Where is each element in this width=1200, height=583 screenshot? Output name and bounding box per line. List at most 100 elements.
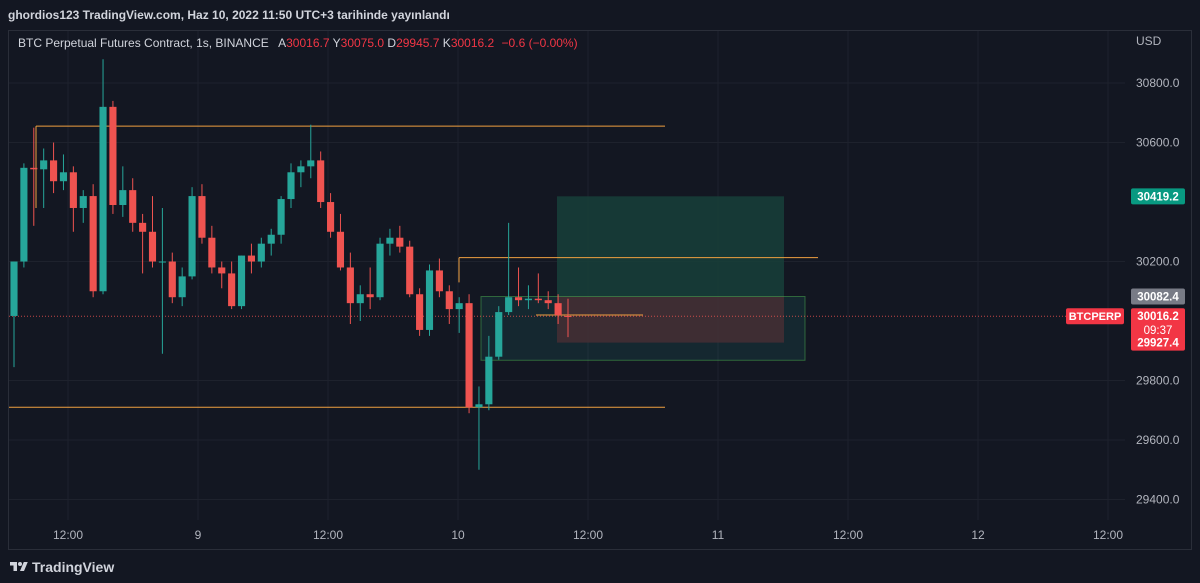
- candle-body[interactable]: [554, 303, 562, 316]
- time-tick-label: 10: [451, 528, 465, 542]
- symbol-legend: BTC Perpetual Futures Contract, 1s, BINA…: [18, 36, 578, 50]
- tradingview-logo-icon: [10, 562, 28, 571]
- candle-body[interactable]: [109, 106, 117, 206]
- candle-body[interactable]: [168, 261, 176, 298]
- low-value: 29945.7: [396, 36, 440, 50]
- time-tick-label: 12: [971, 528, 985, 542]
- tradingview-logo[interactable]: TradingView: [10, 558, 114, 576]
- candle-body[interactable]: [79, 196, 87, 208]
- candle-body[interactable]: [564, 316, 572, 318]
- price-tick-label: 29400.0: [1136, 492, 1180, 506]
- candle-body[interactable]: [277, 199, 285, 235]
- price-tick-label: 29600.0: [1136, 433, 1180, 447]
- candle-body[interactable]: [346, 267, 354, 304]
- high-label: Y: [332, 36, 341, 50]
- candle-body[interactable]: [237, 255, 246, 307]
- candle-body[interactable]: [386, 237, 394, 244]
- countdown-label: 09:37: [1144, 325, 1173, 337]
- close-value: 30016.2: [450, 36, 495, 50]
- candle-body[interactable]: [356, 294, 364, 304]
- candle-body[interactable]: [307, 160, 315, 167]
- candle-body[interactable]: [366, 294, 374, 298]
- candle-body[interactable]: [336, 231, 345, 268]
- candle-body[interactable]: [40, 160, 48, 170]
- candle-body[interactable]: [376, 243, 384, 298]
- footer: [0, 550, 1200, 583]
- time-tick-label: 12:00: [573, 528, 603, 542]
- candle-body[interactable]: [544, 300, 552, 304]
- candle-body[interactable]: [247, 255, 255, 262]
- candle-body[interactable]: [50, 160, 58, 182]
- time-tick-label: 12:00: [53, 528, 83, 542]
- current-price-bg: [1131, 308, 1185, 339]
- candle-body[interactable]: [445, 291, 453, 310]
- candle-body[interactable]: [455, 303, 463, 310]
- position-zones: [480, 196, 806, 361]
- time-tick-label: 12:00: [1093, 528, 1123, 542]
- symbol-tag-bg: [1066, 308, 1124, 325]
- candle-body[interactable]: [148, 231, 157, 262]
- candle-body[interactable]: [20, 167, 28, 262]
- candle-body[interactable]: [416, 294, 424, 330]
- publish-info: ghordios123 TradingView.com, Haz 10, 202…: [0, 0, 1200, 30]
- candle-body[interactable]: [396, 237, 404, 247]
- candle-body[interactable]: [406, 246, 414, 295]
- candle-body[interactable]: [485, 356, 493, 405]
- candle-body[interactable]: [158, 261, 166, 263]
- candle-body[interactable]: [435, 270, 443, 292]
- candle-body[interactable]: [129, 190, 137, 223]
- candle-body[interactable]: [297, 166, 305, 173]
- candle-body[interactable]: [228, 273, 236, 307]
- candle-body[interactable]: [267, 234, 275, 244]
- candle-body[interactable]: [178, 276, 186, 298]
- stop-price-label-bg: [1131, 334, 1185, 351]
- symbol-tag: BTCPERP: [1069, 311, 1122, 323]
- candle-body[interactable]: [188, 196, 196, 277]
- candle-body[interactable]: [287, 172, 295, 200]
- candle-body[interactable]: [59, 172, 68, 182]
- entry-price-label: 30082.4: [1137, 291, 1179, 303]
- candle-body[interactable]: [524, 298, 532, 301]
- symbol-name: BTC Perpetual Futures Contract, 1s, BINA…: [18, 36, 269, 50]
- candle-body[interactable]: [534, 298, 542, 301]
- currency-label: USD: [1136, 34, 1162, 48]
- highlight-box[interactable]: [480, 295, 806, 361]
- candle-body[interactable]: [139, 222, 147, 232]
- candle-body[interactable]: [89, 196, 97, 292]
- change-value: −0.6 (−0.00%): [501, 36, 578, 50]
- candle-body[interactable]: [10, 261, 18, 316]
- target-zone[interactable]: [557, 196, 784, 297]
- candle-body[interactable]: [69, 172, 77, 208]
- price-tick-label: 30200.0: [1136, 255, 1180, 269]
- time-tick-label: 9: [195, 528, 202, 542]
- candle-body[interactable]: [495, 312, 503, 357]
- candle-body[interactable]: [218, 267, 226, 274]
- candle-body[interactable]: [208, 237, 216, 268]
- open-value: 30016.7: [286, 36, 330, 50]
- target-price-label: 30419.2: [1137, 191, 1179, 203]
- target-price-label-bg: [1131, 188, 1185, 205]
- candle-body[interactable]: [30, 167, 38, 170]
- candle-body[interactable]: [514, 297, 523, 301]
- high-value: 30075.0: [340, 36, 385, 50]
- candle-body[interactable]: [505, 297, 513, 313]
- stop-zone[interactable]: [557, 296, 784, 343]
- candle-body[interactable]: [198, 196, 206, 238]
- brand-name: TradingView: [32, 559, 115, 575]
- candle-body[interactable]: [99, 106, 107, 292]
- candle-body[interactable]: [119, 190, 127, 206]
- candle-body[interactable]: [327, 202, 335, 232]
- candle-body[interactable]: [425, 270, 434, 330]
- candle-body[interactable]: [257, 243, 265, 262]
- candle-body[interactable]: [465, 303, 473, 408]
- low-label: D: [387, 36, 397, 50]
- candle-body[interactable]: [475, 404, 483, 408]
- candles: [10, 59, 572, 470]
- publish-line: ghordios123 TradingView.com, Haz 10, 202…: [8, 8, 450, 22]
- open-label: A: [278, 36, 287, 50]
- candle-body[interactable]: [317, 160, 325, 203]
- stop-price-label: 29927.4: [1137, 338, 1179, 350]
- time-tick-label: 12:00: [313, 528, 343, 542]
